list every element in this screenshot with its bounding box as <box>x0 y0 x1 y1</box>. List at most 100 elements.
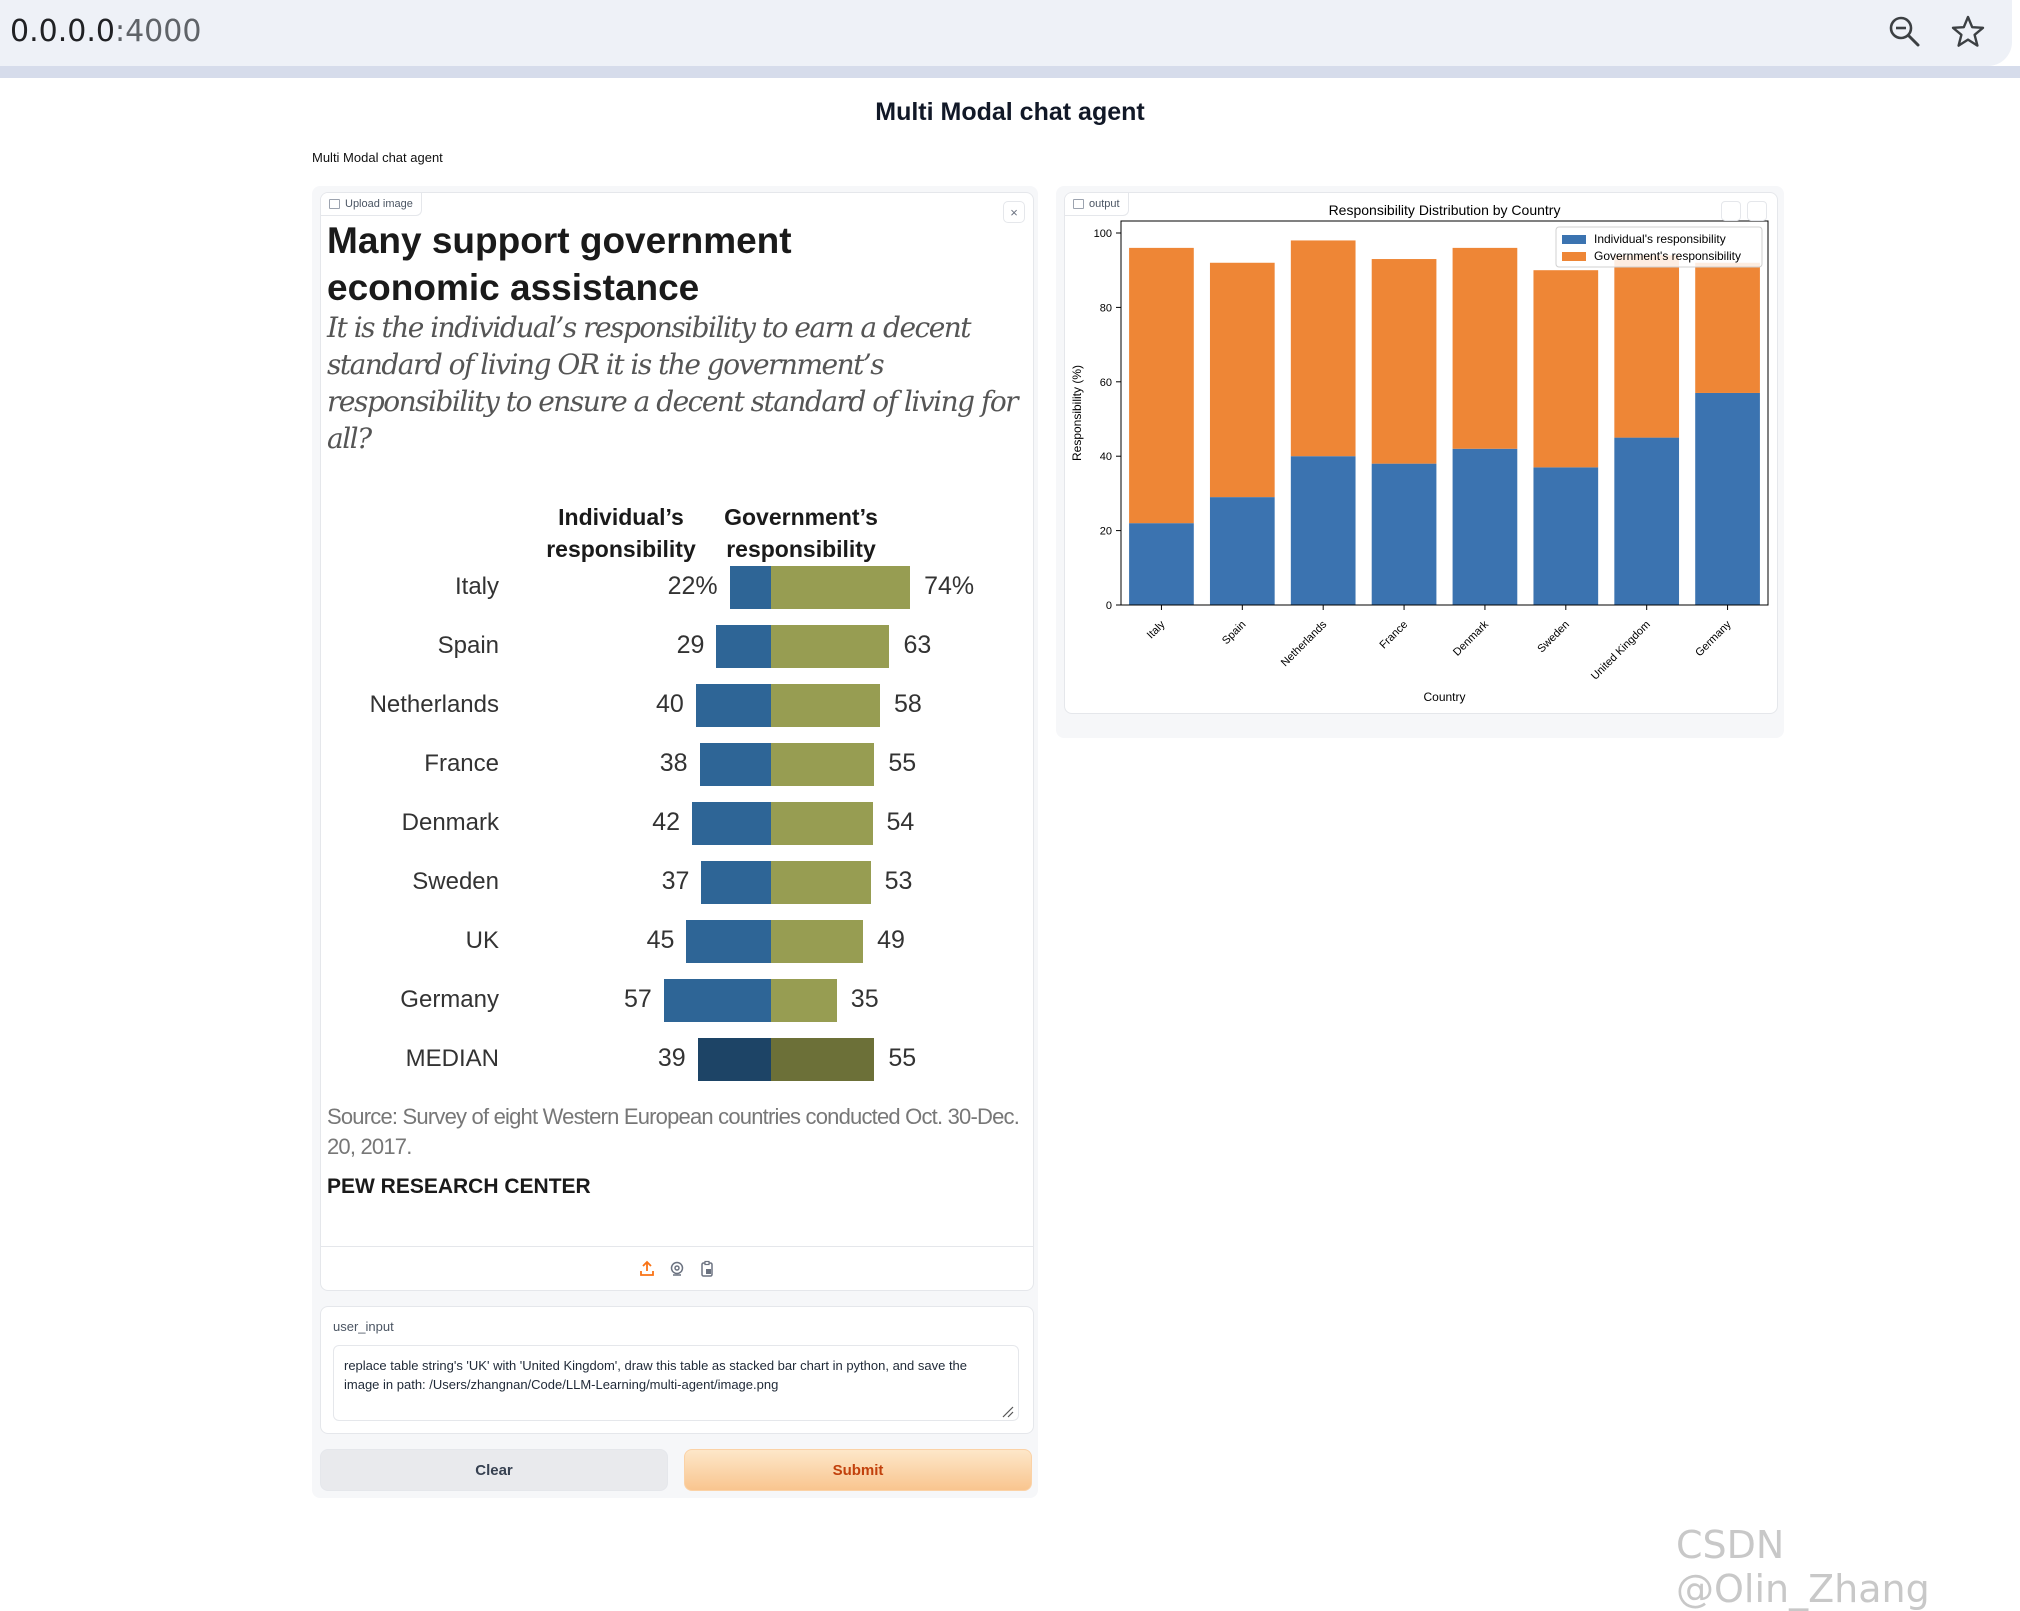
x-tick-label: Italy <box>1145 618 1168 641</box>
image-bar-individual <box>663 979 771 1022</box>
user-input-label: user_input <box>333 1319 394 1334</box>
bar-individual <box>1695 392 1760 605</box>
y-axis-label: Responsibility (%) <box>1070 365 1084 461</box>
fullscreen-icon[interactable] <box>1721 201 1741 221</box>
image-value-individual: 29 <box>676 631 705 659</box>
bar-individual <box>1129 523 1194 605</box>
resize-handle-icon[interactable] <box>1002 1404 1014 1418</box>
image-value-individual: 37 <box>661 867 690 895</box>
bar-individual <box>1209 497 1275 605</box>
magnifier-minus-icon[interactable] <box>1885 12 1925 52</box>
bar-government <box>1371 259 1437 464</box>
plot-frame <box>1120 220 1769 606</box>
image-value-government: 49 <box>877 926 905 954</box>
image-value-government: 55 <box>888 749 917 777</box>
image-icon <box>329 199 340 209</box>
y-tick-label: 80 <box>1100 302 1112 314</box>
bar-individual <box>1614 437 1680 605</box>
image-value-individual: 45 <box>646 926 675 954</box>
bar-government <box>1290 240 1356 457</box>
webcam-icon[interactable] <box>668 1260 686 1278</box>
image-bar-individual <box>716 625 771 668</box>
output-label-text: output <box>1089 198 1120 210</box>
x-tick-label: United Kingdom <box>1589 619 1653 683</box>
image-bar-government <box>771 1038 875 1081</box>
x-tick-label: Netherlands <box>1279 618 1330 669</box>
clipboard-icon[interactable] <box>698 1260 716 1278</box>
image-row-country: Italy <box>454 573 499 600</box>
image-toolbar <box>321 1246 1033 1290</box>
stacked-bar-chart: Responsibility Distribution by Country It… <box>1070 202 1769 704</box>
image-upload-panel[interactable]: Upload image × Many support government e… <box>320 192 1034 1291</box>
image-bar-government <box>771 920 864 963</box>
download-icon[interactable] <box>1747 201 1767 221</box>
submit-button[interactable]: Submit <box>684 1449 1032 1491</box>
image-value-government: 55 <box>888 1044 917 1072</box>
clear-button[interactable]: Clear <box>320 1449 668 1491</box>
image-bar-government <box>771 625 890 668</box>
bar-government <box>1533 270 1599 468</box>
image-brand: PEW RESEARCH CENTER <box>327 1175 591 1198</box>
y-tick-label: 60 <box>1100 377 1112 389</box>
y-tick-label: 0 <box>1106 600 1112 612</box>
bar-government <box>1209 262 1275 498</box>
upload-image-label: Upload image <box>321 193 422 216</box>
output-label: output <box>1065 193 1129 216</box>
legend-box <box>1555 226 1763 268</box>
image-question: It is the individual’s responsibility to… <box>327 311 1019 455</box>
image-bar-individual <box>697 1038 771 1081</box>
bar-government <box>1129 247 1194 524</box>
image-bar-individual <box>695 684 771 727</box>
bar-individual <box>1371 463 1437 605</box>
image-value-individual: 39 <box>657 1044 686 1072</box>
legend-entry: Government's responsibility <box>1594 249 1741 263</box>
x-tick-label: Sweden <box>1535 619 1572 656</box>
url-port: :4000 <box>114 14 202 49</box>
image-value-individual: 40 <box>655 690 684 718</box>
image-row-country: MEDIAN <box>405 1045 499 1072</box>
col-header-individual: Individual’s responsibility <box>546 504 696 562</box>
image-value-individual: 57 <box>624 985 652 1013</box>
x-tick-label: France <box>1377 619 1410 652</box>
image-bar-government <box>771 802 873 845</box>
image-bar-government <box>771 861 871 904</box>
image-row-country: Denmark <box>401 809 499 836</box>
y-tick-label: 100 <box>1094 228 1112 240</box>
legend-swatch <box>1562 235 1586 244</box>
watermark: CSDN @Olin_Zhang <box>1676 1523 1930 1611</box>
y-tick-label: 40 <box>1100 451 1112 463</box>
image-bar-government <box>771 566 911 609</box>
browser-url-bar[interactable]: 0.0.0.0:4000 <box>0 0 2012 66</box>
image-value-government: 53 <box>884 867 913 895</box>
image-bar-individual <box>686 920 771 963</box>
col-header-government: Government’s responsibility <box>724 504 878 562</box>
image-source: Source: Survey of eight Western European… <box>327 1104 1020 1159</box>
output-image-panel: output Responsibility Distribution by Co… <box>1064 192 1778 714</box>
image-bar-individual <box>692 802 771 845</box>
legend-swatch <box>1562 252 1586 261</box>
image-bar-individual <box>729 566 771 609</box>
image-value-government: 63 <box>903 631 932 659</box>
page-title: Multi Modal chat agent <box>875 98 1145 126</box>
user-input-textarea[interactable]: replace table string's 'UK' with 'United… <box>333 1345 1019 1421</box>
upload-icon[interactable] <box>638 1260 656 1278</box>
image-value-government: 54 <box>886 808 915 836</box>
image-bar-individual <box>701 861 771 904</box>
page-description: Multi Modal chat agent <box>312 150 443 165</box>
url-text[interactable]: 0.0.0.0:4000 <box>10 14 201 49</box>
close-button[interactable]: × <box>1003 201 1025 223</box>
x-tick-label: Germany <box>1693 618 1734 659</box>
bar-individual <box>1452 448 1518 605</box>
user-input-line-1: replace table string's 'UK' with 'United… <box>344 1358 968 1373</box>
image-value-individual: 42 <box>652 808 681 836</box>
star-outline-icon[interactable] <box>1948 12 1988 52</box>
chart-title: Responsibility Distribution by Country <box>1329 202 1561 218</box>
url-host: 0.0.0.0 <box>10 14 115 49</box>
image-value-government: 58 <box>894 690 922 718</box>
image-bar-individual <box>699 743 771 786</box>
image-bar-government <box>771 743 875 786</box>
image-row-country: UK <box>465 927 499 954</box>
uploaded-image: Many support government economic assista… <box>321 217 1033 1242</box>
user-input-line-2: image in path: /Users/zhangnan/Code/LLM-… <box>344 1377 779 1392</box>
image-icon <box>1073 199 1084 209</box>
